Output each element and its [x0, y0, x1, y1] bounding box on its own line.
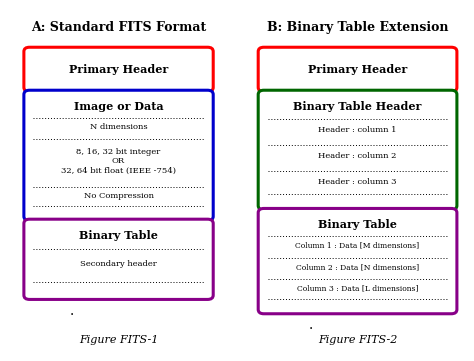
- Text: N dimensions: N dimensions: [90, 123, 147, 131]
- Text: Figure FITS-2: Figure FITS-2: [318, 335, 397, 344]
- FancyBboxPatch shape: [258, 90, 457, 210]
- Text: Header : column 1: Header : column 1: [319, 126, 397, 134]
- FancyBboxPatch shape: [258, 208, 457, 314]
- FancyBboxPatch shape: [258, 47, 457, 92]
- Text: Figure FITS-1: Figure FITS-1: [79, 335, 158, 344]
- Text: A: Standard FITS Format: A: Standard FITS Format: [31, 21, 206, 34]
- FancyBboxPatch shape: [24, 47, 213, 92]
- Text: Header : column 3: Header : column 3: [319, 178, 397, 186]
- Text: Column 3 : Data [L dimensions]: Column 3 : Data [L dimensions]: [297, 285, 418, 293]
- Text: B: Binary Table Extension: B: Binary Table Extension: [267, 21, 448, 34]
- Text: No Compression: No Compression: [83, 192, 154, 200]
- Text: Column 2 : Data [N dimensions]: Column 2 : Data [N dimensions]: [296, 263, 419, 271]
- Text: Column 1 : Data [M dimensions]: Column 1 : Data [M dimensions]: [295, 242, 419, 249]
- Text: Primary Header: Primary Header: [308, 64, 407, 75]
- Text: .: .: [70, 304, 74, 318]
- Text: .: .: [309, 318, 313, 332]
- Text: Header : column 2: Header : column 2: [319, 152, 397, 160]
- Text: Image or Data: Image or Data: [74, 101, 164, 112]
- Text: Primary Header: Primary Header: [69, 64, 168, 75]
- Text: Secondary header: Secondary header: [80, 260, 157, 268]
- FancyBboxPatch shape: [24, 219, 213, 299]
- Text: Binary Table Header: Binary Table Header: [293, 101, 422, 112]
- Text: Binary Table: Binary Table: [318, 219, 397, 230]
- Text: 8, 16, 32 bit integer
OR
32, 64 bit float (IEEE -754): 8, 16, 32 bit integer OR 32, 64 bit floa…: [61, 148, 176, 175]
- Text: Binary Table: Binary Table: [79, 230, 158, 241]
- FancyBboxPatch shape: [24, 90, 213, 221]
